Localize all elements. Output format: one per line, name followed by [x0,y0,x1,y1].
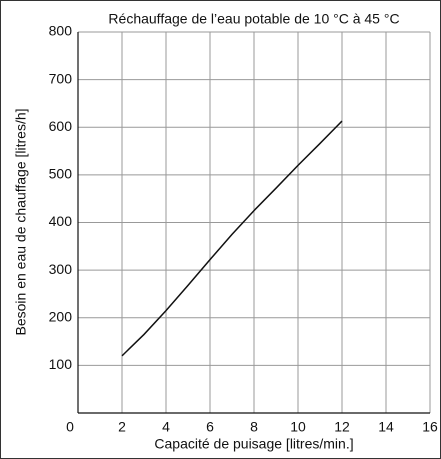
y-tick-label: 200 [49,308,73,324]
x-tick-label: 14 [378,419,394,435]
x-tick-label: 12 [334,419,350,435]
x-tick-label: 2 [118,419,126,435]
data-line [121,120,343,357]
y-axis-label: Besoin en eau de chauffage [litres/h] [13,108,29,335]
y-tick-label: 100 [49,356,73,372]
y-tick-label: 600 [49,118,73,134]
x-tick-label: 10 [290,419,306,435]
x-tick-label: 6 [206,419,214,435]
x-tick-label: 8 [250,419,258,435]
y-tick-label: 400 [49,213,73,229]
y-tick-label: 800 [49,23,73,39]
x-tick-label: 16 [422,419,438,435]
y-tick-label: 500 [49,166,73,182]
y-tick-label: 700 [49,70,73,86]
x-tick-label: 0 [66,419,74,435]
y-tick-label: 300 [49,261,73,277]
x-tick-label: 4 [162,419,170,435]
chart-title: Réchauffage de l’eau potable de 10 °C à … [108,11,399,27]
x-axis-label: Capacité de puisage [litres/min.] [154,436,353,452]
